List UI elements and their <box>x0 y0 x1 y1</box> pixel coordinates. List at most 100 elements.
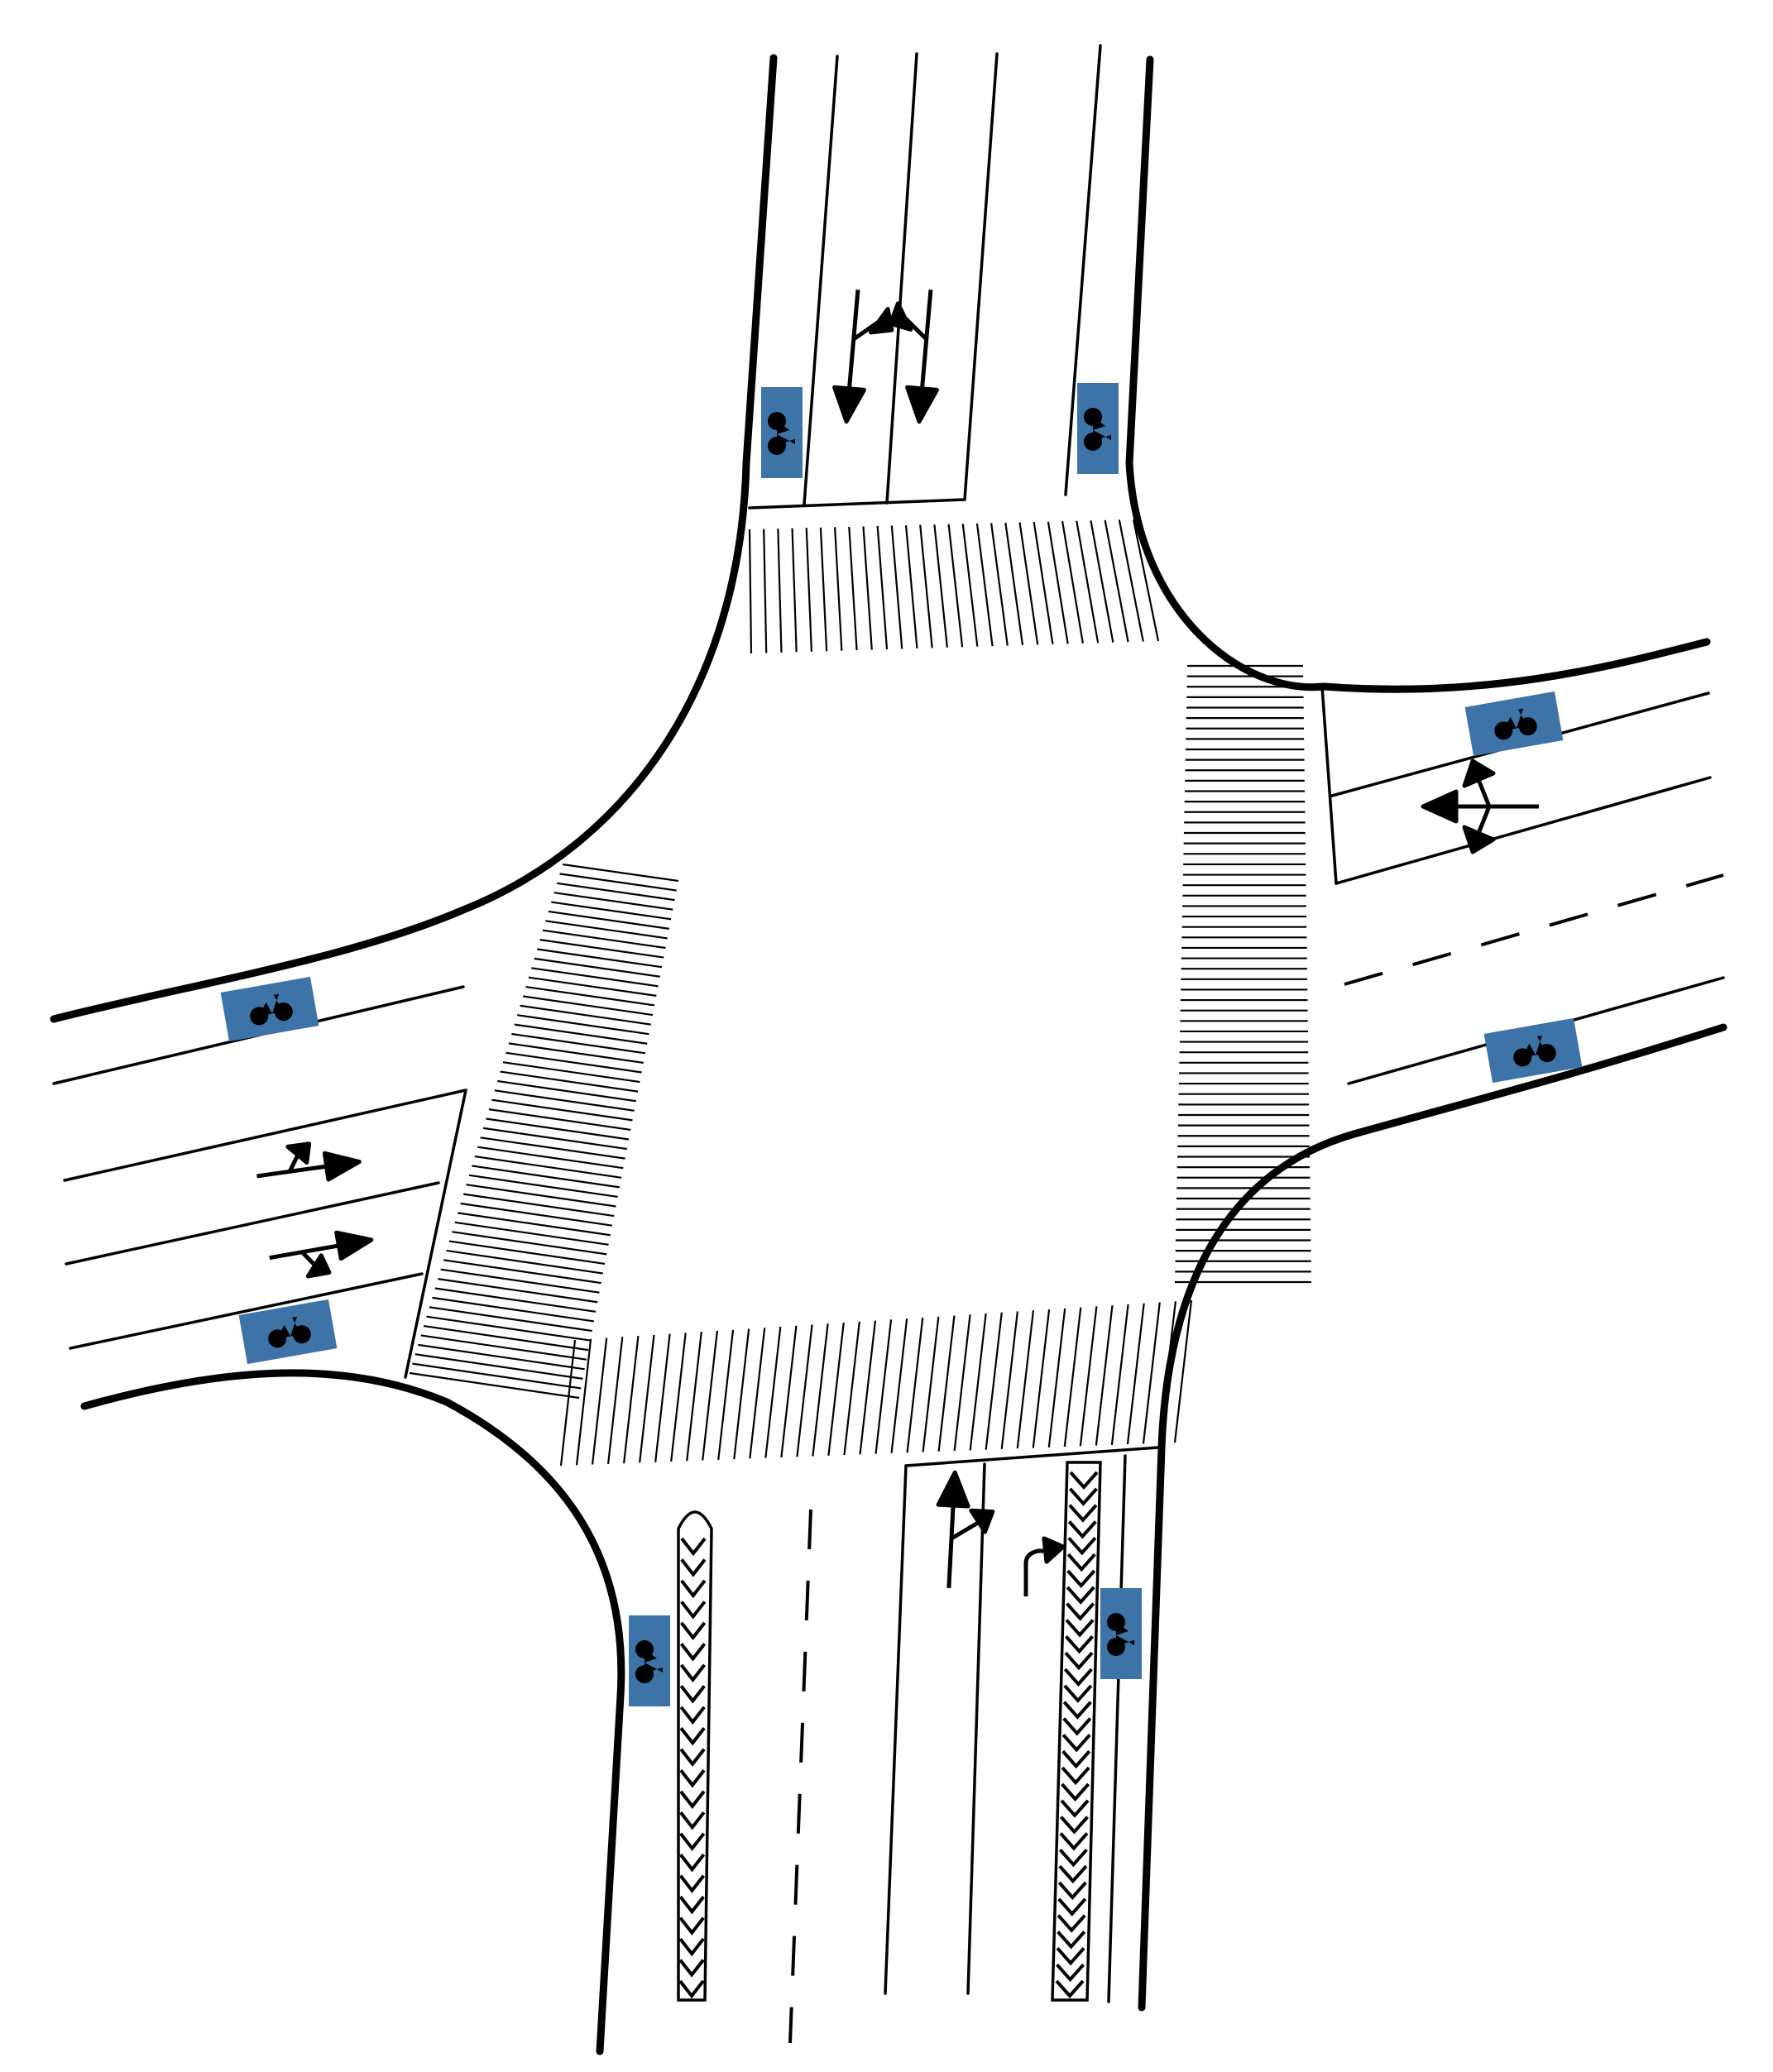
arrow-icon <box>269 1230 374 1279</box>
dashed-lines <box>788 873 1724 2044</box>
crosswalk-stripe <box>491 1098 633 1122</box>
crosswalk-stripe <box>429 1306 592 1333</box>
chevron <box>1068 1487 1098 1506</box>
chevron <box>679 1790 706 1809</box>
crosswalk-stripe <box>1142 1302 1161 1444</box>
crosswalk-stripe <box>702 1330 719 1461</box>
crosswalk-stripe <box>1061 521 1084 644</box>
crosswalk-stripe <box>975 523 994 647</box>
crosswalk-stripe <box>542 929 666 950</box>
chevron <box>1061 1749 1091 1769</box>
bicycle-icon <box>238 1299 338 1365</box>
chevron <box>1063 1684 1093 1703</box>
crosswalk-stripe <box>937 1315 956 1452</box>
crosswalk-stripe <box>468 1174 618 1199</box>
crosswalk-stripe <box>562 863 679 883</box>
crosswalk-stripe <box>922 1316 940 1452</box>
crosswalk-stripe <box>1173 1299 1193 1443</box>
crosswalk-stripe <box>423 1324 589 1352</box>
chevron <box>1058 1848 1088 1868</box>
crosswalk-stripe <box>812 1323 829 1457</box>
arrow-icon <box>1421 758 1539 854</box>
chevron <box>680 1537 707 1557</box>
median-south-east <box>1051 1461 1102 2002</box>
crosswalk-stripe <box>474 1155 622 1179</box>
crosswalk-stripe <box>733 1328 750 1460</box>
crosswalk-east <box>1175 664 1311 1284</box>
chevron <box>1057 1931 1086 1950</box>
dashed-line-east <box>1344 873 1724 986</box>
crosswalk-stripe <box>486 1117 630 1141</box>
crosswalk-stripe <box>446 1249 604 1275</box>
crosswalk-stripe <box>525 985 655 1007</box>
crosswalk-stripe <box>460 1202 613 1227</box>
chevron <box>678 1874 706 1893</box>
crosswalk-stripe <box>919 524 933 648</box>
crosswalk-stripe <box>511 1032 646 1055</box>
bicycle-icon <box>1464 691 1564 757</box>
crosswalk-stripe <box>623 1335 640 1464</box>
chevron <box>1066 1586 1095 1605</box>
crosswalk-stripe <box>409 1371 580 1400</box>
crosswalk-stripe <box>796 1324 813 1457</box>
chevron <box>1068 1504 1098 1523</box>
crosswalk-stripe <box>528 976 657 997</box>
bicycle-icon <box>220 976 319 1042</box>
crosswalk-stripe <box>1018 522 1039 645</box>
curb-south-west <box>80 1369 625 2055</box>
crosswalk-stripe <box>553 892 673 911</box>
bicycle-icon <box>1483 1017 1583 1084</box>
chevron <box>1066 1553 1096 1572</box>
crosswalk-stripe <box>506 1051 642 1074</box>
chevron <box>1062 1717 1092 1736</box>
crosswalk-stripe <box>548 910 670 930</box>
arrow-icon <box>888 290 939 424</box>
chevron <box>679 1685 706 1704</box>
chevron <box>1065 1619 1095 1638</box>
crosswalk-stripe <box>1157 1301 1176 1443</box>
crosswalk-stripe <box>500 1070 639 1093</box>
crosswalk-stripe <box>990 523 1009 646</box>
chevron <box>1056 1963 1085 1983</box>
crosswalk-stripe <box>545 920 668 940</box>
chevron <box>679 1663 707 1683</box>
chevron <box>680 1579 707 1599</box>
chevron <box>1059 1816 1089 1835</box>
crosswalk-stripe <box>848 526 858 651</box>
crosswalk-stripe <box>1095 1305 1114 1446</box>
crosswalk-stripe <box>875 1319 893 1454</box>
chevron <box>1061 1734 1091 1753</box>
crosswalk-stripe <box>1047 521 1069 644</box>
crosswalk-stripe <box>556 882 675 902</box>
crosswalk-stripe <box>534 957 660 978</box>
crosswalk-stripe <box>843 1321 860 1456</box>
crosswalk-stripe <box>764 1326 782 1458</box>
crosswalk-stripe <box>1132 519 1160 642</box>
chevron <box>1065 1635 1095 1654</box>
bicycle-icon <box>629 1615 670 1706</box>
crosswalk-stripe <box>777 529 783 653</box>
chevron <box>678 1895 705 1915</box>
curb-north-east <box>1125 55 1711 693</box>
crosswalk-stripe <box>1110 1304 1129 1445</box>
crosswalk-stripe <box>1000 1311 1018 1450</box>
crosswalk-stripe <box>1063 1307 1082 1448</box>
crosswalk-stripe <box>454 1221 609 1246</box>
chevron <box>680 1558 707 1577</box>
crosswalk-stripe <box>933 524 948 648</box>
crosswalk-stripe <box>426 1315 591 1342</box>
crosswalk-stripe <box>749 1328 766 1459</box>
chevron <box>680 1601 707 1620</box>
crosswalk-stripe <box>480 1136 625 1160</box>
bicycle-icon <box>761 387 803 478</box>
chevron <box>1067 1537 1097 1556</box>
crosswalk-stripe <box>539 939 664 959</box>
crosswalk-stripe <box>420 1334 587 1361</box>
crosswalk-stripe <box>434 1287 597 1313</box>
crosswalk-stripe <box>859 1320 877 1455</box>
crosswalk-stripe <box>639 1334 655 1463</box>
arrow-icon <box>256 1141 362 1182</box>
crosswalk-stripe <box>488 1108 631 1132</box>
crosswalk-stripe <box>1076 520 1100 644</box>
crosswalk-stripe <box>517 1014 649 1036</box>
